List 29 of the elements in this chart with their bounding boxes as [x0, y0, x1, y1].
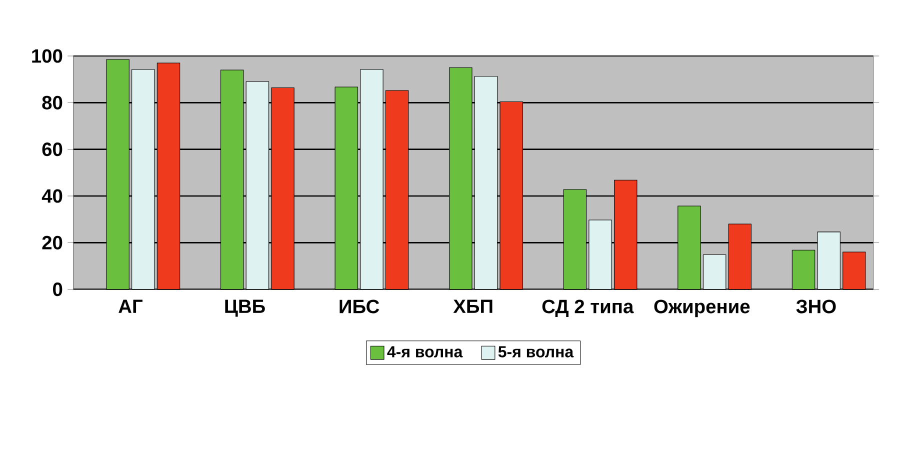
y-tick-label: 60 [42, 142, 62, 156]
bar [500, 101, 523, 290]
y-tick-label: 40 [42, 189, 62, 203]
bar [792, 250, 816, 290]
bar [614, 180, 638, 290]
bar [271, 87, 294, 290]
y-tick-label: 100 [32, 49, 62, 63]
bar [220, 70, 244, 290]
bar [728, 224, 752, 290]
x-tick-label: АГ [118, 300, 142, 313]
y-tick-label: 80 [42, 96, 62, 110]
legend-label: 5-я волна [498, 346, 574, 358]
bar [842, 252, 866, 290]
legend-label: 4-я волна [387, 346, 463, 358]
y-tick-label: 0 [53, 282, 62, 296]
bar [563, 189, 587, 290]
y-tick-label: 20 [42, 236, 62, 250]
x-tick-label: СД 2 типа [542, 300, 634, 317]
bar [678, 206, 701, 290]
bar [449, 67, 472, 290]
x-tick-label: Ожирение [654, 300, 750, 318]
bar [106, 59, 130, 290]
bar [334, 86, 358, 290]
bar [385, 90, 409, 290]
x-tick-label: ЦВБ [225, 300, 265, 317]
x-tick-label: ИБС [340, 300, 380, 314]
bar [156, 62, 180, 290]
x-tick-label: ЗНО [796, 300, 836, 314]
x-tick-label: ХБП [453, 300, 492, 313]
